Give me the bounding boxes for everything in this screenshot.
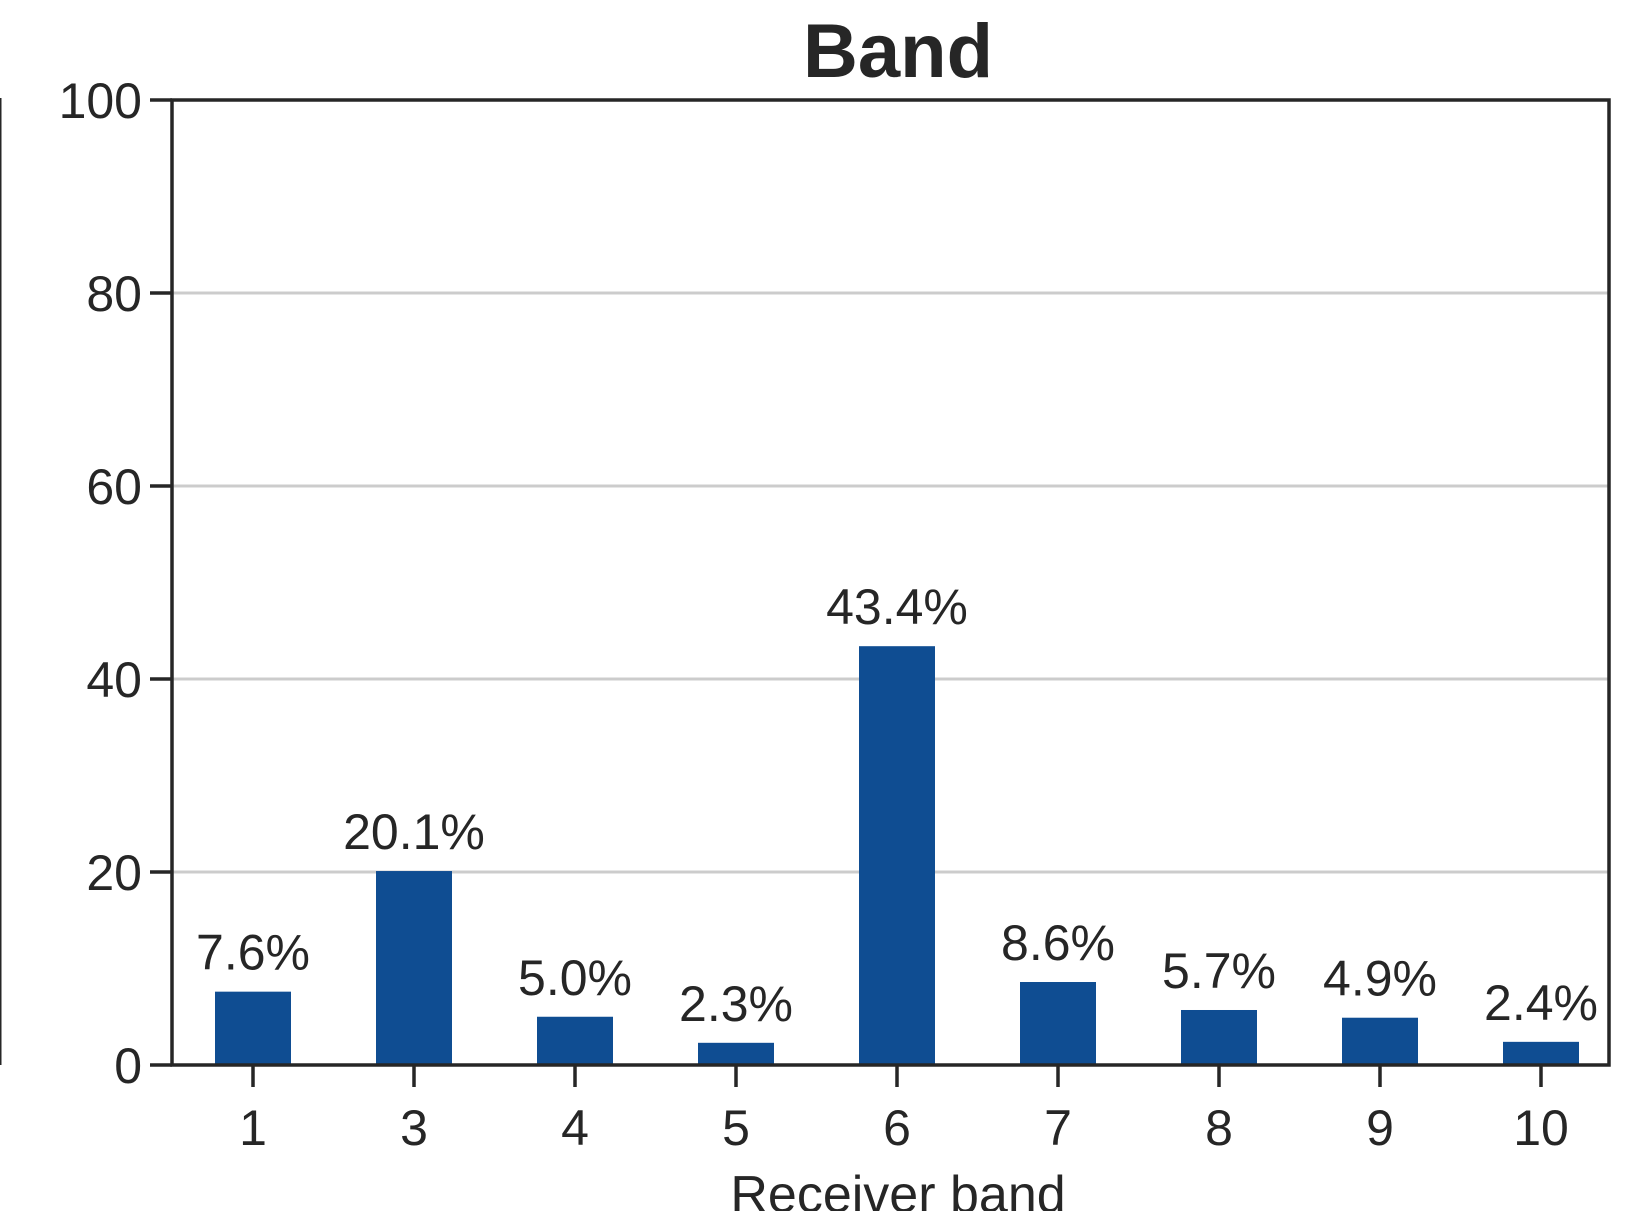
bar-3: [376, 871, 452, 1065]
data-label-6: 43.4%: [826, 579, 968, 635]
data-label-8: 5.7%: [1162, 943, 1276, 999]
y-tick-label: 40: [86, 652, 142, 708]
y-tick-label: 20: [86, 845, 142, 901]
x-tick-label: 10: [1513, 1100, 1569, 1156]
data-label-9: 4.9%: [1323, 951, 1437, 1007]
bar-4: [537, 1016, 613, 1065]
bar-7: [1020, 982, 1096, 1065]
x-tick-label: 9: [1366, 1100, 1394, 1156]
bars: [215, 646, 1579, 1065]
bar-8: [1181, 1009, 1257, 1065]
chart-title: Band: [803, 9, 993, 94]
x-tick-label: 4: [561, 1100, 589, 1156]
data-label-10: 2.4%: [1484, 975, 1598, 1031]
bar-10: [1503, 1041, 1579, 1065]
x-tick-label: 5: [722, 1100, 750, 1156]
y-tick-label: 0: [114, 1038, 142, 1094]
x-tick-label: 8: [1205, 1100, 1233, 1156]
data-label-7: 8.6%: [1001, 915, 1115, 971]
data-labels: 7.6% 20.1% 5.0% 2.3% 43.4% 8.6% 5.7% 4.9% 2.4%: [196, 579, 1598, 1032]
y-tick-label: 100: [59, 73, 142, 129]
x-tick-label: 7: [1044, 1100, 1072, 1156]
x-tick-label: 1: [239, 1100, 267, 1156]
y-axis: 0 20 40 60 80 100: [59, 73, 172, 1094]
data-label-3: 20.1%: [343, 804, 485, 860]
data-label-5: 2.3%: [679, 976, 793, 1032]
x-tick-label: 3: [400, 1100, 428, 1156]
bar-5: [698, 1042, 774, 1065]
plot-frame: [170, 98, 1611, 1067]
y-tick-label: 80: [86, 266, 142, 322]
y-tick-label: 60: [86, 459, 142, 515]
bar-6: [859, 646, 935, 1065]
x-axis-label: Receiver band: [730, 1166, 1065, 1211]
x-tick-label: 6: [883, 1100, 911, 1156]
data-label-4: 5.0%: [518, 950, 632, 1006]
bar-1: [215, 991, 291, 1065]
data-label-1: 7.6%: [196, 925, 310, 981]
bar-9: [1342, 1017, 1418, 1065]
x-axis: 1 3 4 5 6 7 8 9 10: [239, 1065, 1569, 1156]
